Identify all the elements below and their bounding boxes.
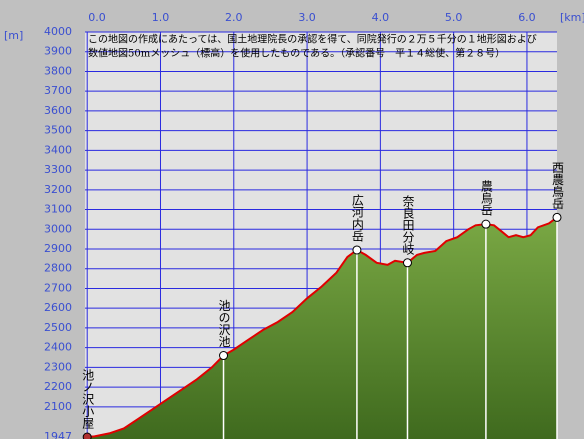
y-tick-label: 2600 [44, 301, 72, 314]
y-tick-label: 3400 [44, 143, 72, 156]
x-tick-label: 3.0 [298, 11, 316, 24]
y-tick-label: 3200 [44, 183, 72, 196]
x-tick-label: 1.0 [152, 11, 170, 24]
notice: この地図の作成にあたっては、国土地理院長の承認を得て、同院発行の２万５千分の１地… [88, 33, 537, 46]
y-tick-label: 3500 [44, 124, 72, 137]
y-tick-label: 2300 [44, 360, 72, 373]
x-tick-label: 0.0 [88, 11, 106, 24]
y-tick-label: 3100 [44, 203, 72, 216]
y-tick-label: 3900 [44, 45, 72, 58]
y-tick-label: 1947 [44, 430, 72, 439]
y-tick-label: 3700 [44, 84, 72, 97]
y-tick-label: 3000 [44, 222, 72, 235]
y-tick-label: 2700 [44, 281, 72, 294]
peak-label: 奈良田分岐 [401, 194, 415, 254]
x-tick-label: 4.0 [372, 11, 390, 24]
notice: 数値地図50mメッシュ（標高）を使用したものである。（承認番号 平１４総使、第２… [88, 47, 505, 60]
peak-marker [402, 258, 412, 268]
peak-label: 池ノ沢小屋 [81, 369, 95, 430]
peak-label: 池の沢池 [217, 299, 231, 347]
peak-marker [481, 219, 491, 229]
y-tick-label: 4000 [44, 25, 72, 38]
y-tick-label: 2100 [44, 400, 72, 413]
x-axis-label: [km] [560, 11, 584, 24]
peak-label: 農鳥岳 [479, 180, 493, 216]
y-tick-label: 3300 [44, 163, 72, 176]
peak-marker [352, 245, 362, 255]
y-tick-label: 2400 [44, 341, 72, 354]
y-tick-label: 2500 [44, 321, 72, 334]
x-tick-label: 6.0 [518, 11, 536, 24]
x-tick-label: 2.0 [225, 11, 243, 24]
peak-marker [82, 432, 92, 439]
peak-marker [552, 212, 562, 222]
y-tick-label: 2900 [44, 242, 72, 255]
y-tick-label: 2800 [44, 262, 72, 275]
y-tick-label: 3800 [44, 64, 72, 77]
y-axis-label: [m] [4, 29, 23, 42]
x-tick-label: 5.0 [445, 11, 463, 24]
y-tick-label: 2200 [44, 380, 72, 393]
y-tick-label: 3600 [44, 104, 72, 117]
area-fill [87, 217, 557, 439]
peak-marker [219, 351, 229, 361]
peak-label: 広河内岳 [350, 194, 364, 242]
peak-label: 西農鳥岳 [551, 161, 565, 209]
profile-line [87, 216, 558, 438]
